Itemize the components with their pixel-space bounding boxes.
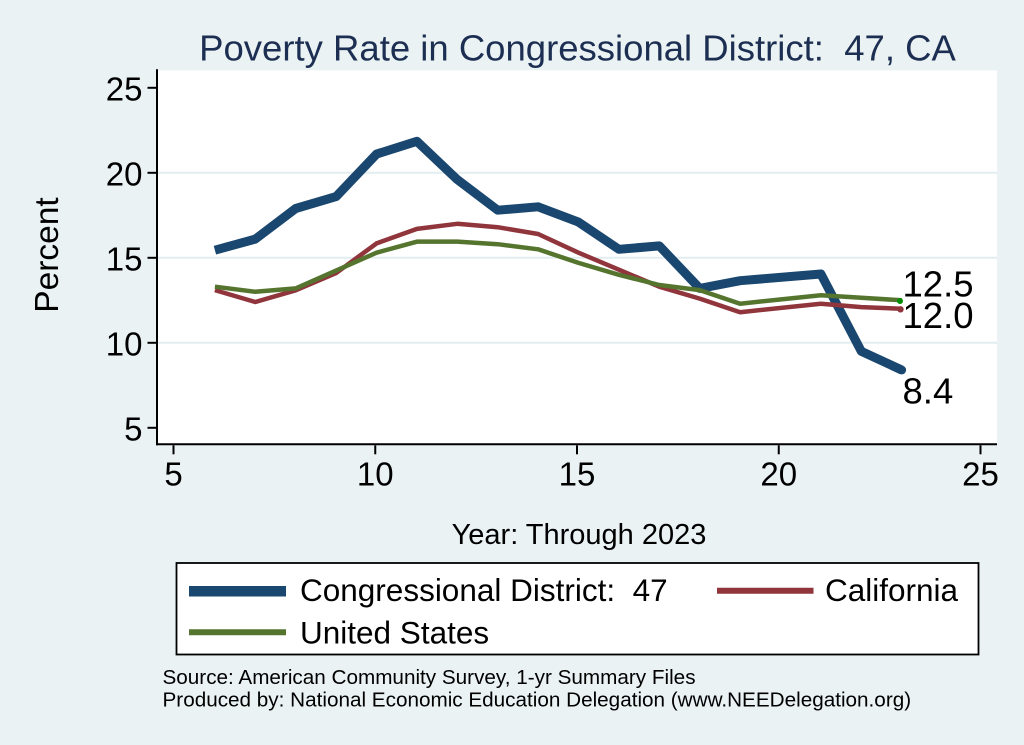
svg-text:5: 5 — [164, 456, 182, 493]
svg-text:15: 15 — [106, 241, 143, 278]
svg-text:12.5: 12.5 — [903, 263, 974, 304]
svg-text:20: 20 — [106, 156, 143, 193]
svg-text:Percent: Percent — [29, 197, 66, 313]
svg-text:5: 5 — [124, 411, 142, 448]
svg-text:15: 15 — [559, 456, 596, 493]
svg-text:California: California — [825, 572, 959, 608]
svg-text:25: 25 — [962, 456, 999, 493]
svg-text:12.0: 12.0 — [903, 295, 974, 336]
svg-text:8.4: 8.4 — [903, 370, 954, 411]
svg-text:United States: United States — [300, 615, 489, 651]
svg-text:Year: Through 2023: Year: Through 2023 — [452, 519, 707, 551]
svg-text:20: 20 — [760, 456, 797, 493]
svg-text:25: 25 — [106, 71, 143, 108]
svg-text:10: 10 — [357, 456, 394, 493]
svg-text:Produced by: National Economic: Produced by: National Economic Education… — [163, 688, 912, 711]
svg-text:10: 10 — [106, 326, 143, 363]
svg-text:Source: American Community Sur: Source: American Community Survey, 1-yr … — [163, 666, 696, 689]
svg-text:Poverty Rate in Congressional: Poverty Rate in Congressional District: … — [199, 27, 956, 68]
svg-text:Congressional District: 47: Congressional District: 47 — [300, 572, 668, 608]
